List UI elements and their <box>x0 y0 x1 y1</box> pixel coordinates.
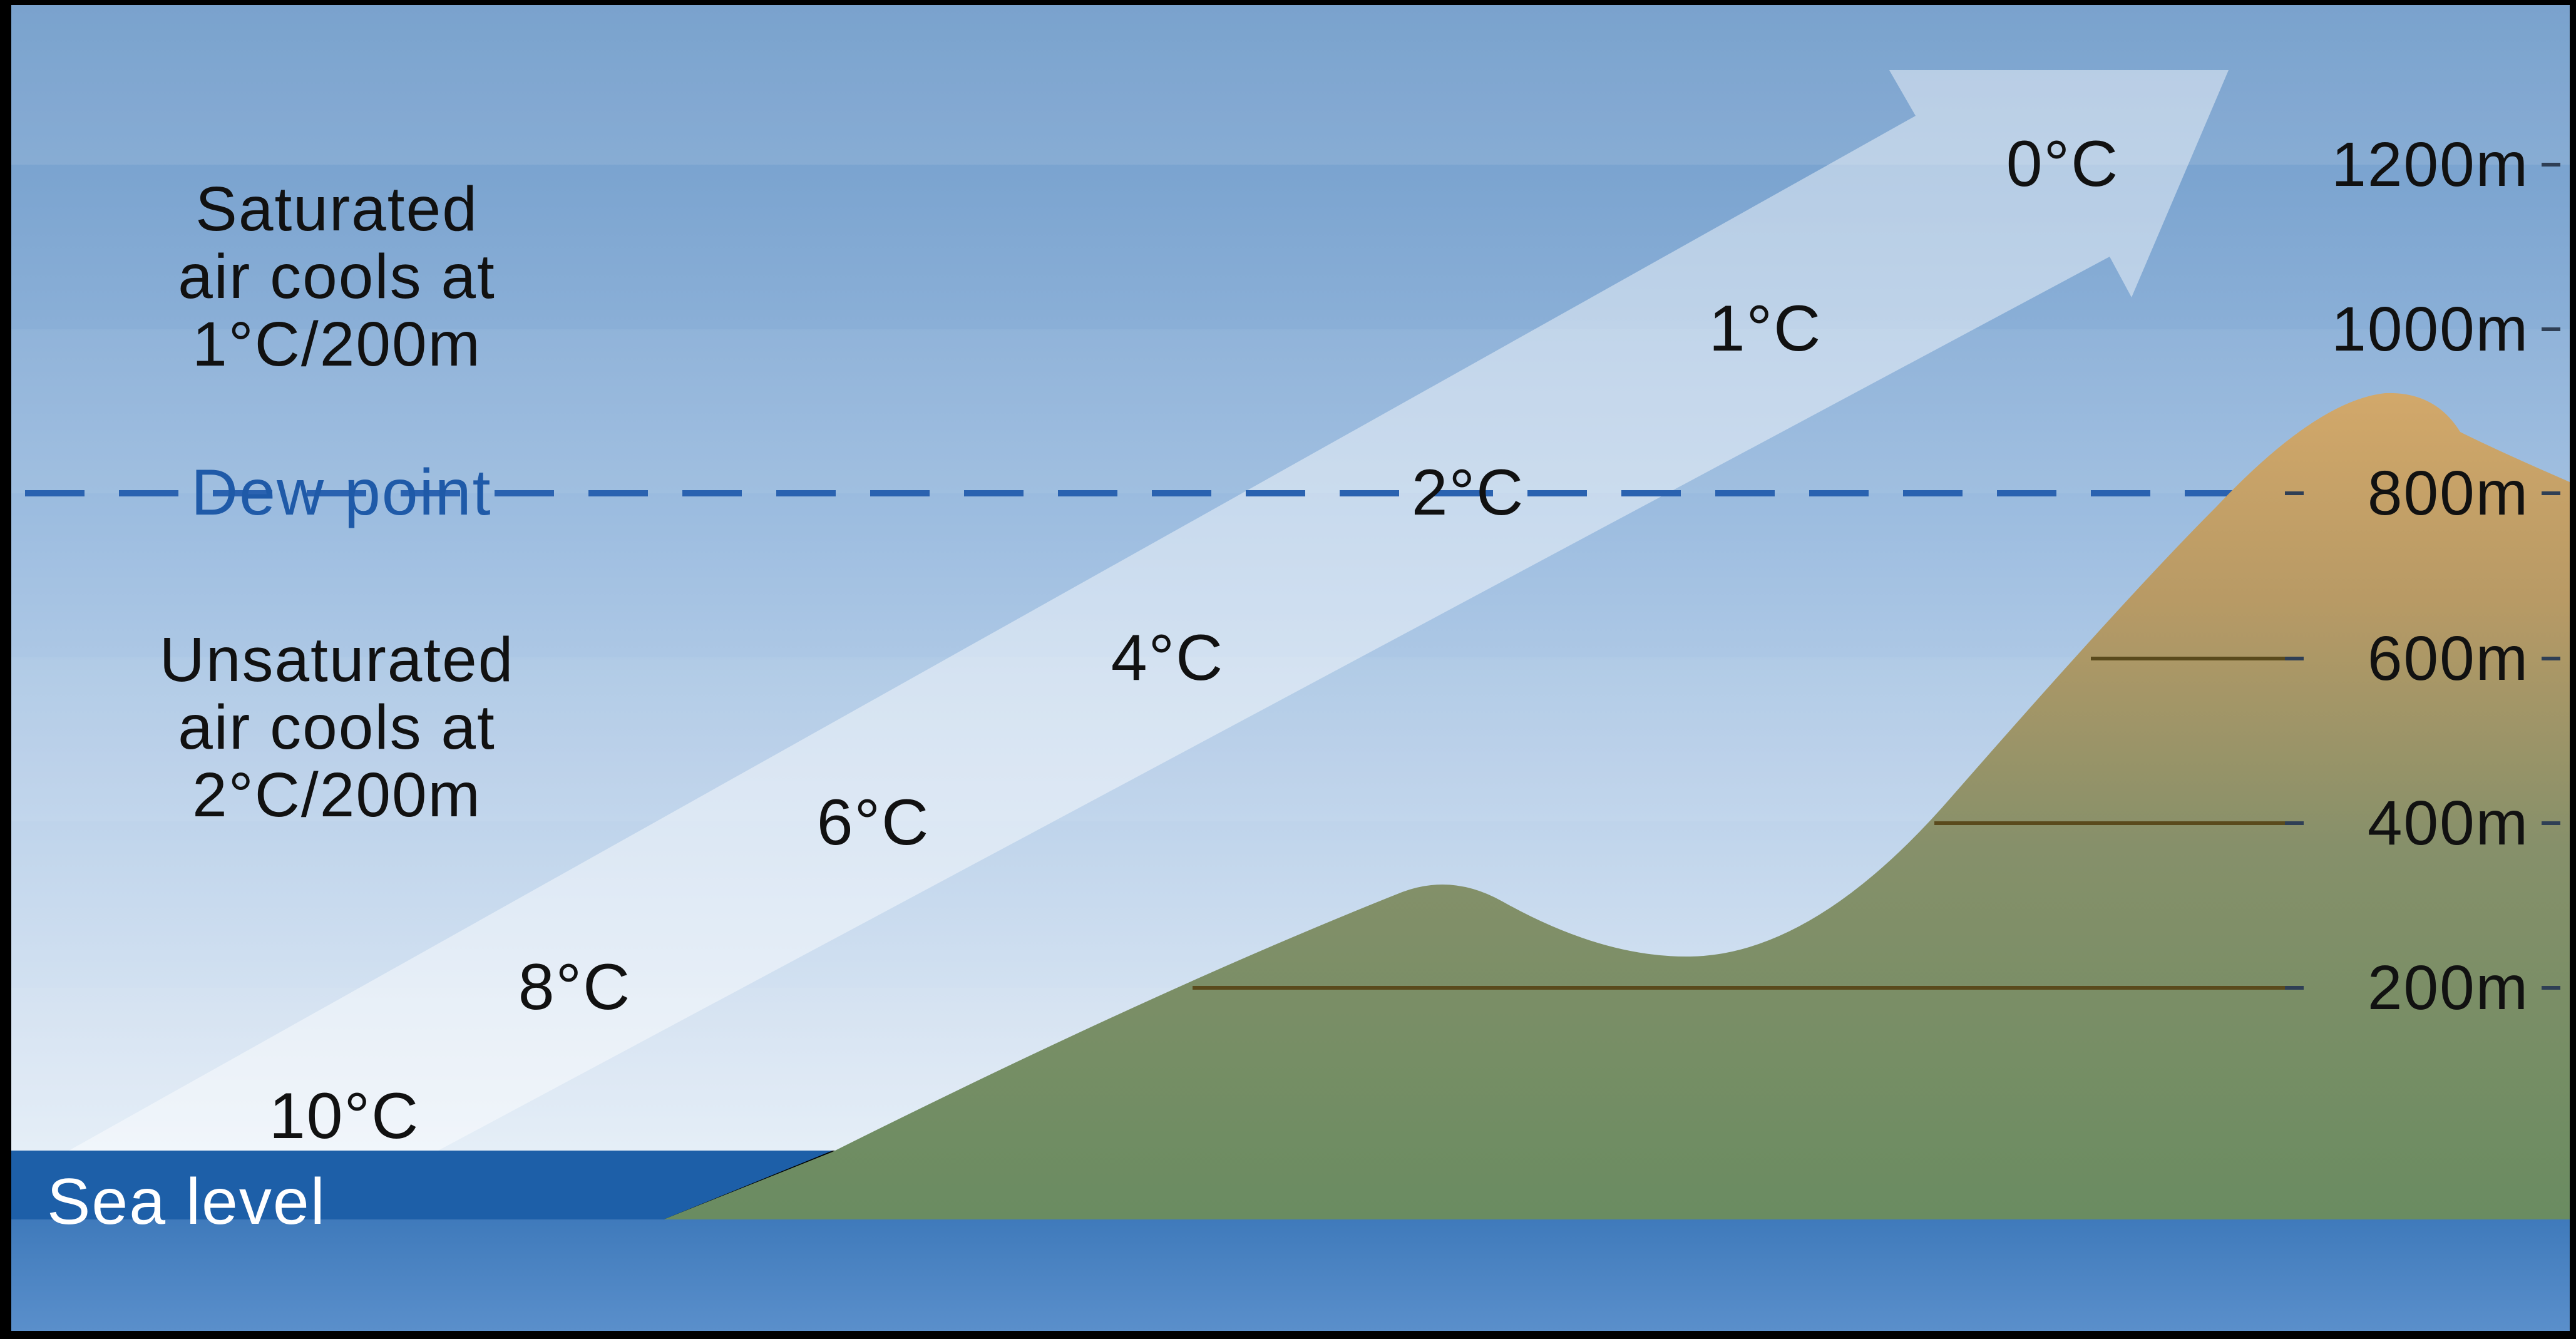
temperature-label-1c: 1°C <box>1709 292 1822 365</box>
unsaturated-note-line-3: 2°C/200m <box>192 760 481 830</box>
altitude-label-200m: 200m <box>2368 953 2529 1023</box>
altitude-labels: 1200m 1000m 800m 600m 400m 200m <box>2331 130 2529 1023</box>
altitude-label-800m: 800m <box>2368 458 2529 528</box>
unsaturated-note: Unsaturated air cools at 2°C/200m <box>160 625 515 830</box>
sea-surface <box>11 1151 833 1219</box>
temperature-label-4c: 4°C <box>1111 622 1224 694</box>
temperature-label-8c: 8°C <box>518 951 632 1023</box>
temperature-label-0c: 0°C <box>2006 128 2120 200</box>
dew-point-label: Dew point <box>191 456 491 529</box>
temperature-label-6c: 6°C <box>817 786 930 859</box>
temperature-label-10c: 10°C <box>269 1080 419 1152</box>
altitude-ticks <box>2285 163 2560 990</box>
sea-level-label: Sea level <box>47 1166 326 1238</box>
temperature-labels: 0°C 1°C 2°C 4°C 6°C 8°C 10°C <box>269 128 2120 1152</box>
mountain-icon <box>664 392 2570 1219</box>
altitude-label-1000m: 1000m <box>2331 294 2529 364</box>
saturated-note-line-3: 1°C/200m <box>192 309 481 379</box>
saturated-note-line-2: air cools at <box>178 242 496 312</box>
sea-band <box>11 1219 2570 1331</box>
altitude-label-600m: 600m <box>2368 623 2529 694</box>
altitude-label-1200m: 1200m <box>2331 130 2529 200</box>
unsaturated-note-line-2: air cools at <box>178 692 496 762</box>
temperature-label-2c: 2°C <box>1412 456 1525 529</box>
unsaturated-note-line-1: Unsaturated <box>160 625 515 695</box>
saturated-note-line-1: Saturated <box>195 174 478 244</box>
rising-air-arrow-icon <box>69 70 2229 1151</box>
altitude-label-400m: 400m <box>2368 788 2529 858</box>
saturated-note: Saturated air cools at 1°C/200m <box>178 174 496 379</box>
contour-lines <box>1193 657 2285 990</box>
